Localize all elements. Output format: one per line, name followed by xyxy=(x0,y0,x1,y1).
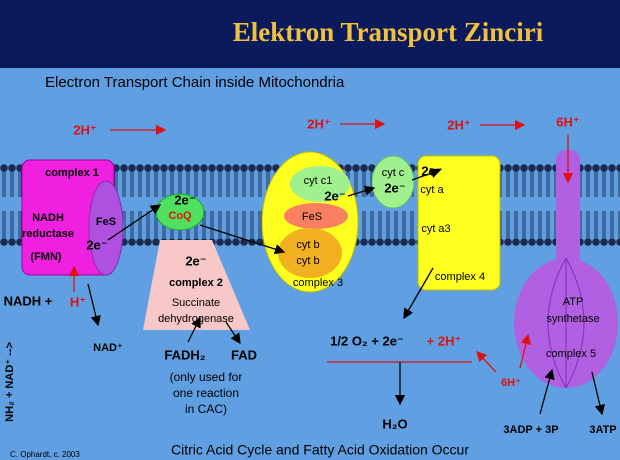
proton-label: 6H⁺ xyxy=(501,377,521,389)
label: one reaction xyxy=(173,386,239,400)
label: cyt a xyxy=(420,184,444,196)
proton-label: H⁺ xyxy=(70,294,86,309)
label: in CAC) xyxy=(185,402,227,416)
subtitle: Electron Transport Chain inside Mitochon… xyxy=(45,74,345,91)
label: complex 1 xyxy=(45,167,99,179)
label: 3ATP xyxy=(589,424,616,436)
cyt-c xyxy=(371,155,415,209)
label: NAD⁺ xyxy=(93,342,123,354)
label: complex 2 xyxy=(169,277,223,289)
label: Succinate xyxy=(172,297,220,309)
proton-label: 2H⁺ xyxy=(73,122,96,137)
complex-2 xyxy=(143,240,250,330)
label: cyt c1 xyxy=(304,175,333,187)
label: 3ADP + 3P xyxy=(503,424,558,436)
label: FeS xyxy=(96,216,116,228)
label: (only used for xyxy=(170,370,243,384)
arrows xyxy=(68,118,605,416)
label: 2e⁻ xyxy=(185,253,206,268)
label: 2e⁻ xyxy=(86,237,107,252)
label: H₂O xyxy=(382,416,407,431)
label: complex 3 xyxy=(293,277,343,289)
label: NADH + xyxy=(4,293,53,308)
label: 2e⁻ xyxy=(384,180,405,195)
label: cyt a3 xyxy=(421,223,450,235)
label: 1/2 O₂ + 2e⁻ xyxy=(330,333,404,348)
cyt-b xyxy=(278,228,342,278)
label: cyt b xyxy=(296,255,319,267)
label: cyt b xyxy=(296,239,319,251)
proton-label: 6H⁺ xyxy=(556,114,579,129)
label: complex 4 xyxy=(435,271,485,283)
label: FAD xyxy=(231,347,257,362)
label: cyt c xyxy=(382,167,405,179)
label: FADH₂ xyxy=(164,347,205,362)
atp-lines xyxy=(547,257,585,389)
label: CoQ xyxy=(168,210,192,222)
title: Elektron Transport Zinciri xyxy=(233,17,544,47)
label: synthetase xyxy=(546,313,599,325)
label: NADH xyxy=(32,212,64,224)
proton-label: 2H⁺ xyxy=(307,116,330,131)
atp-stem xyxy=(556,150,580,280)
label: complex 5 xyxy=(546,348,596,360)
proton-label: + 2H⁺ xyxy=(427,333,462,348)
fes-3 xyxy=(284,203,348,229)
label: reductase xyxy=(22,228,74,240)
label: NH₂ + NAD⁺ --> xyxy=(4,342,16,422)
fes-1 xyxy=(88,180,124,276)
credit: C. Ophardt, c. 2003 xyxy=(10,450,80,459)
caption: Citric Acid Cycle and Fatty Acid Oxidati… xyxy=(171,442,469,458)
proton-label: 2H⁺ xyxy=(447,117,470,132)
label: FeS xyxy=(302,211,322,223)
label: 2e⁻ xyxy=(324,188,345,203)
cyt-c1 xyxy=(290,166,350,202)
label: (FMN) xyxy=(30,251,61,263)
label: 2e⁻ xyxy=(174,192,195,207)
label: ATP xyxy=(563,296,584,308)
label: dehydrogenase xyxy=(158,313,234,325)
header-band xyxy=(0,0,620,68)
complex-4 xyxy=(417,155,501,291)
